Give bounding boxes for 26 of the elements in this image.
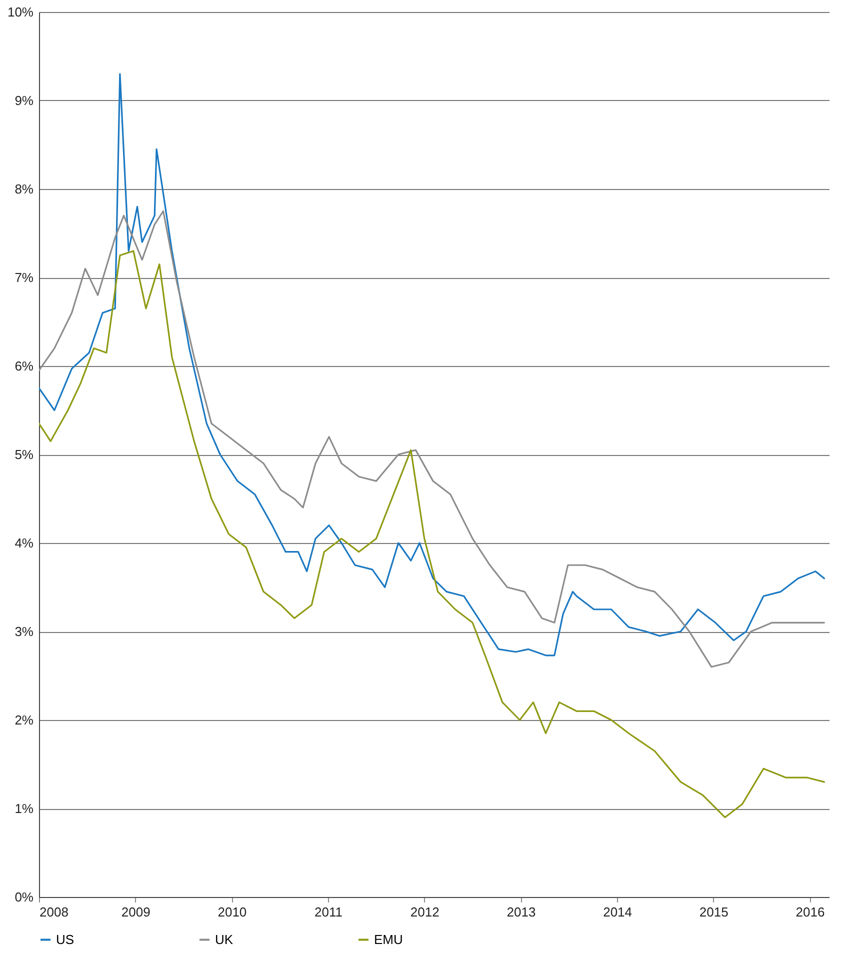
x-tick-label: 2010 [218, 904, 247, 920]
x-tick-label: 2013 [506, 904, 536, 920]
legend-label: UK [215, 932, 234, 947]
y-tick-label: 2% [14, 712, 34, 728]
x-tick-label: 2008 [40, 904, 68, 920]
y-tick-label: 9% [14, 93, 34, 108]
line-series [39, 73, 825, 656]
x-tick-label: 2012 [410, 904, 440, 920]
y-tick-label: 1% [14, 801, 34, 816]
x-tick-label: 2014 [603, 904, 632, 920]
y-tick-label: 7% [14, 270, 34, 285]
y-tick-label: 4% [14, 536, 34, 550]
y-tick-label: 3% [14, 624, 34, 639]
y-tick-label: 5% [14, 447, 34, 462]
legend-label: EMU [374, 932, 403, 947]
line-series [39, 250, 825, 818]
y-tick-label: 0% [14, 890, 34, 904]
y-tick-label: 8% [14, 182, 34, 196]
legend-label: US [56, 932, 74, 947]
x-tick-label: 2009 [121, 904, 150, 920]
x-tick-label: 2016 [796, 904, 825, 920]
x-tick-label: 2015 [699, 904, 728, 920]
x-tick-label: 2011 [314, 904, 343, 920]
line-series [39, 210, 825, 668]
y-tick-label: 10% [7, 4, 34, 20]
y-tick-label: 6% [14, 358, 34, 374]
